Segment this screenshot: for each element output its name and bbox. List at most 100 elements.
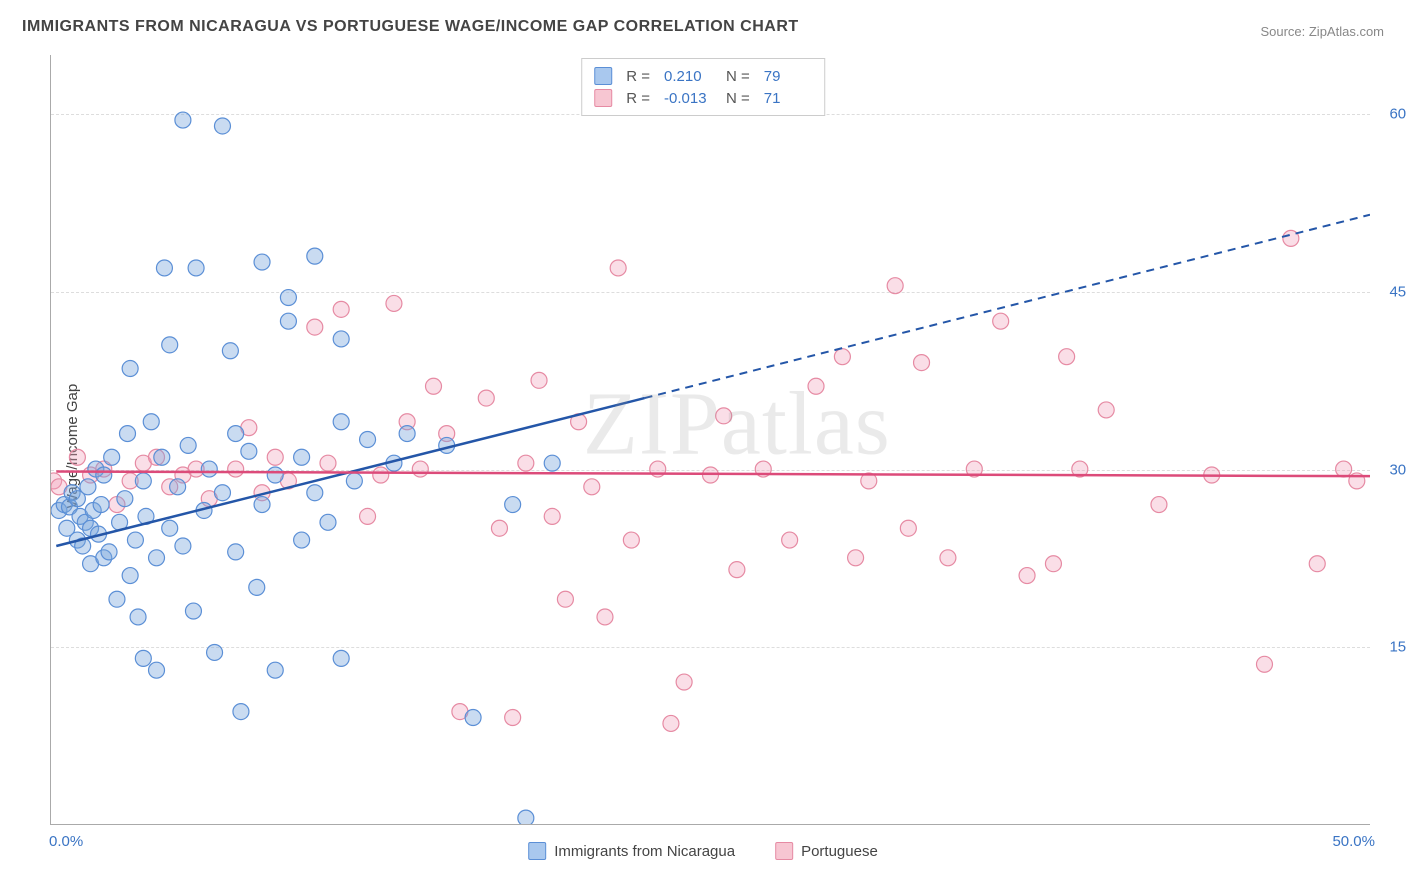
plot-area: ZIPatlas 15.0%30.0%45.0%60.0%0.0%50.0% [50,55,1370,825]
data-point [1098,402,1114,418]
data-point [170,479,186,495]
r-label: R = [626,68,650,85]
legend-label: Immigrants from Nicaragua [554,843,735,860]
data-point [333,331,349,347]
data-point [241,443,257,459]
data-point [228,426,244,442]
n-label: N = [726,68,750,85]
x-tick-label: 50.0% [1332,833,1375,850]
data-point [222,343,238,359]
data-point [162,520,178,536]
data-point [130,609,146,625]
data-point [267,662,283,678]
data-point [207,644,223,660]
data-point [360,508,376,524]
data-point [307,248,323,264]
data-point [373,467,389,483]
data-point [122,361,138,377]
chart-svg [51,55,1370,824]
data-point [109,591,125,607]
data-point [307,485,323,501]
data-point [887,278,903,294]
data-point [96,467,112,483]
data-point [104,449,120,465]
data-point [294,449,310,465]
data-point [135,650,151,666]
data-point [544,508,560,524]
x-tick-label: 0.0% [49,833,83,850]
data-point [320,514,336,530]
data-point [185,603,201,619]
data-point [127,532,143,548]
data-point [518,810,534,824]
data-point [426,378,442,394]
legend-swatch [594,67,612,85]
data-point [294,532,310,548]
legend-swatch [775,842,793,860]
data-point [101,544,117,560]
source-attribution: Source: ZipAtlas.com [1260,24,1384,39]
y-tick-label: 15.0% [1377,639,1406,656]
y-tick-label: 60.0% [1377,106,1406,123]
data-point [1336,461,1352,477]
data-point [557,591,573,607]
data-point [993,313,1009,329]
data-point [135,473,151,489]
data-point [716,408,732,424]
data-point [544,455,560,471]
legend-swatch [528,842,546,860]
data-point [386,295,402,311]
data-point [333,414,349,430]
data-point [120,426,136,442]
n-value: 79 [764,68,812,85]
data-point [117,491,133,507]
data-point [214,485,230,501]
legend-row: R = -0.013 N = 71 [594,87,812,109]
data-point [729,562,745,578]
legend-swatch [594,89,612,107]
data-point [914,355,930,371]
data-point [1059,349,1075,365]
data-point [180,437,196,453]
data-point [228,461,244,477]
y-tick-label: 30.0% [1377,461,1406,478]
data-point [399,426,415,442]
data-point [900,520,916,536]
legend-item: Portuguese [775,842,878,860]
data-point [201,461,217,477]
data-point [360,432,376,448]
data-point [93,497,109,513]
data-point [154,449,170,465]
r-value: -0.013 [664,90,712,107]
data-point [412,461,428,477]
legend-series: Immigrants from Nicaragua Portuguese [528,842,878,860]
data-point [254,254,270,270]
data-point [320,455,336,471]
data-point [663,715,679,731]
data-point [676,674,692,690]
data-point [228,544,244,560]
data-point [162,337,178,353]
r-value: 0.210 [664,68,712,85]
data-point [531,372,547,388]
data-point [249,579,265,595]
chart-title: IMMIGRANTS FROM NICARAGUA VS PORTUGUESE … [22,18,799,36]
data-point [584,479,600,495]
data-point [478,390,494,406]
data-point [149,550,165,566]
trend-line-extrapolated [645,215,1370,398]
n-label: N = [726,90,750,107]
r-label: R = [626,90,650,107]
data-point [122,568,138,584]
data-point [333,650,349,666]
data-point [143,414,159,430]
data-point [254,497,270,513]
data-point [834,349,850,365]
data-point [280,290,296,306]
data-point [333,301,349,317]
data-point [848,550,864,566]
data-point [188,260,204,276]
data-point [505,497,521,513]
data-point [505,710,521,726]
data-point [1256,656,1272,672]
